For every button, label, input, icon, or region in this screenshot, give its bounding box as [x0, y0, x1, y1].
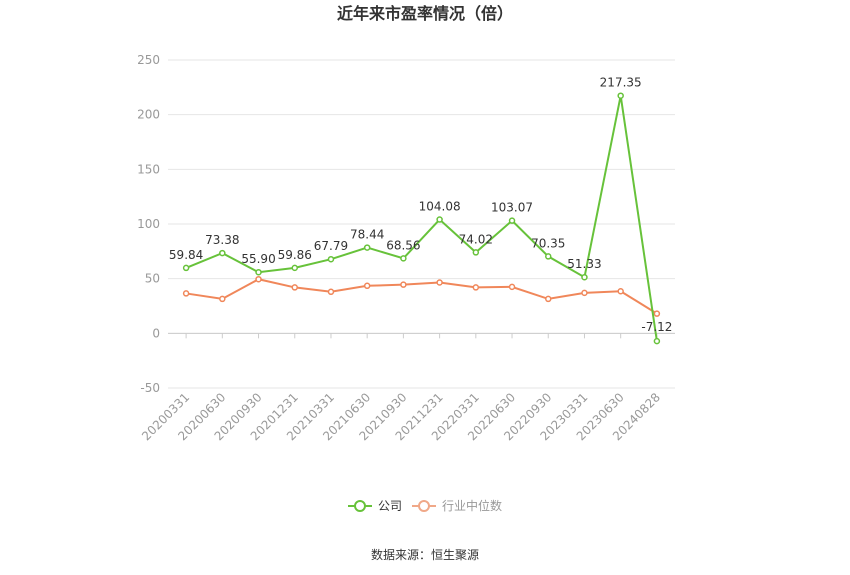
data-point-industry: [327, 288, 335, 296]
data-point-industry: [291, 284, 298, 291]
data-label: 73.38: [205, 233, 239, 247]
data-label: 217.35: [600, 76, 642, 90]
data-point-company: [327, 255, 335, 263]
data-point-industry: [255, 275, 262, 283]
series-line-industry: [185, 278, 658, 315]
data-label: 74.02: [459, 232, 493, 246]
data-point-industry: [219, 295, 226, 303]
data-point-industry: [617, 287, 624, 295]
data-label: 51.33: [567, 257, 601, 271]
data-point-industry: [472, 284, 480, 291]
data-point-industry: [545, 295, 552, 303]
data-point-industry: [581, 289, 588, 297]
legend-marker-industry: [418, 500, 430, 512]
legend-item-company[interactable]: 公司: [348, 499, 402, 513]
data-point-company: [581, 273, 588, 281]
data-point-company: [617, 92, 624, 99]
grid-lines: [168, 59, 675, 389]
data-point-company: [653, 337, 661, 345]
data-label: 55.90: [241, 252, 275, 266]
y-tick-label: 200: [137, 108, 160, 122]
data-point-company: [255, 268, 262, 276]
data-label: 68.56: [386, 238, 420, 252]
data-label: 70.35: [531, 236, 565, 250]
data-point-company: [472, 249, 480, 256]
data-point-company: [400, 255, 407, 262]
data-point-company: [219, 249, 226, 257]
series-line-company: [185, 95, 658, 342]
data-point-company: [436, 216, 443, 223]
data-point-company: [545, 253, 552, 260]
data-label: 59.84: [169, 248, 203, 262]
data-label: 59.86: [278, 248, 312, 262]
legend-label-company: 公司: [378, 499, 402, 513]
data-point-industry: [182, 290, 190, 297]
y-tick-label: 250: [137, 53, 160, 67]
y-tick-label: 50: [145, 272, 160, 286]
data-point-company: [182, 264, 190, 272]
data-point-industry: [508, 283, 516, 291]
data-label: -7.12: [641, 320, 672, 334]
y-tick-label: -50: [140, 381, 160, 395]
data-point-industry: [400, 281, 407, 288]
legend-marker-company: [354, 500, 366, 512]
data-point-industry: [363, 282, 371, 290]
series-group: [182, 92, 661, 345]
data-point-industry: [653, 310, 661, 317]
y-tick-label: 0: [152, 326, 160, 340]
data-label: 104.08: [419, 200, 461, 214]
data-point-company: [363, 244, 371, 251]
legend[interactable]: 公司 行业中位数: [348, 498, 502, 513]
y-tick-label: 150: [137, 162, 160, 176]
data-point-company: [508, 217, 516, 224]
legend-item-industry[interactable]: 行业中位数: [412, 498, 502, 513]
legend-label-industry: 行业中位数: [442, 498, 502, 513]
data-label: 67.79: [314, 239, 348, 253]
y-axis: -50 0 50 100 150 200 250: [137, 53, 160, 395]
data-point-industry: [436, 279, 443, 286]
y-tick-label: 100: [137, 217, 160, 231]
data-point-company: [291, 264, 298, 272]
data-source: 数据来源：恒生聚源: [371, 547, 479, 562]
data-label: 103.07: [491, 201, 533, 215]
data-label: 78.44: [350, 228, 384, 242]
chart-title: 近年来市盈率情况（倍）: [337, 4, 513, 23]
